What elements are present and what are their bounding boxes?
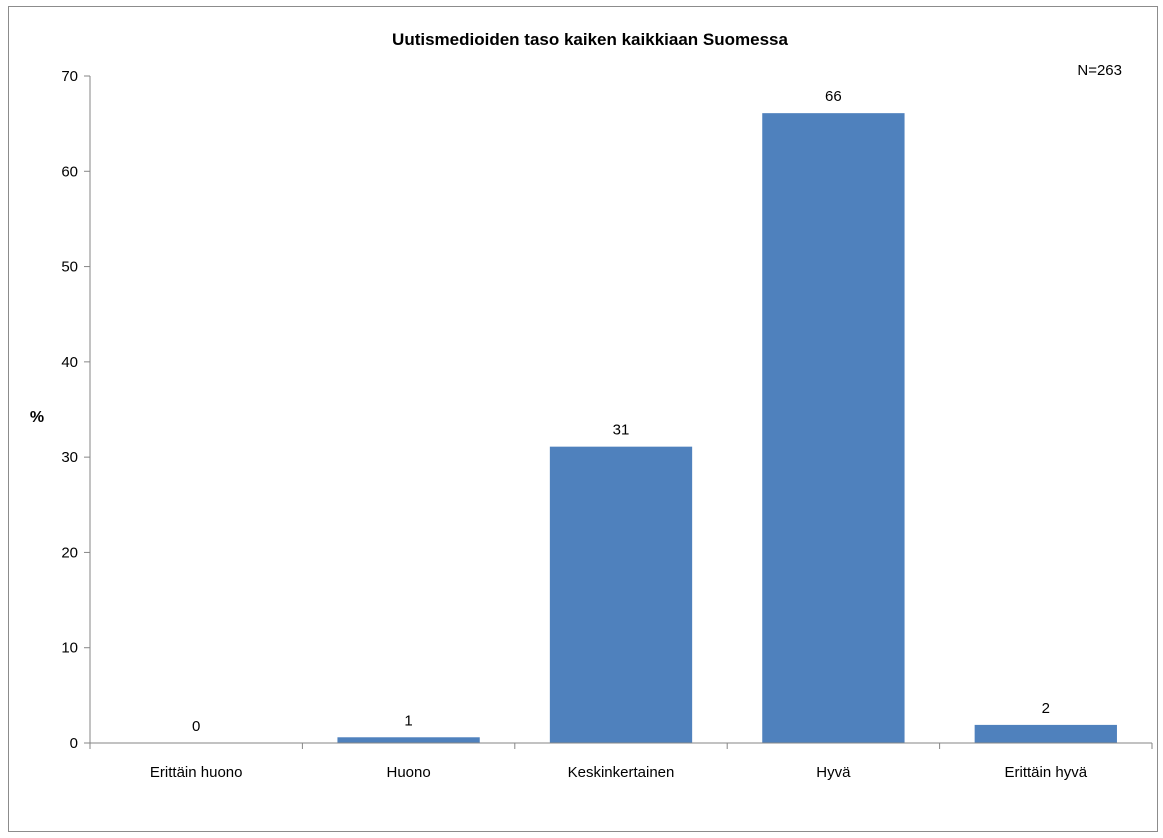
y-axis-label: % <box>30 409 44 426</box>
bar-value-label: 66 <box>825 88 842 105</box>
y-tick-label: 20 <box>61 544 78 561</box>
y-tick-label: 0 <box>70 735 78 752</box>
bar <box>337 737 480 743</box>
y-tick-label: 50 <box>61 259 78 276</box>
y-tick-label: 30 <box>61 449 78 466</box>
sample-size-note: N=263 <box>1077 62 1122 79</box>
y-axis: 0 10 20 30 40 50 60 70 <box>61 68 91 752</box>
bar-value-label: 31 <box>613 422 630 439</box>
bars: 0 1 31 66 2 <box>192 88 1117 743</box>
bar-value-label: 1 <box>404 712 412 729</box>
y-tick-label: 70 <box>61 68 78 85</box>
bar <box>549 446 693 743</box>
x-category-label: Hyvä <box>816 764 851 781</box>
bar-value-label: 2 <box>1042 700 1050 717</box>
bar <box>974 724 1117 743</box>
x-category-label: Huono <box>386 764 430 781</box>
x-category-label: Keskinkertainen <box>568 764 675 781</box>
x-axis: Erittäin huono Huono Keskinkertainen Hyvä Er… <box>89 742 1153 781</box>
bar-value-label: 0 <box>192 718 200 735</box>
x-category-label: Erittäin hyvä <box>1005 764 1088 781</box>
y-tick-label: 10 <box>61 640 78 657</box>
x-category-label: Erittäin huono <box>150 764 243 781</box>
chart-title: Uutismedioiden taso kaiken kaikkiaan Suo… <box>392 30 788 49</box>
bar <box>762 113 905 743</box>
y-tick-label: 60 <box>61 163 78 180</box>
y-tick-label: 40 <box>61 354 78 371</box>
